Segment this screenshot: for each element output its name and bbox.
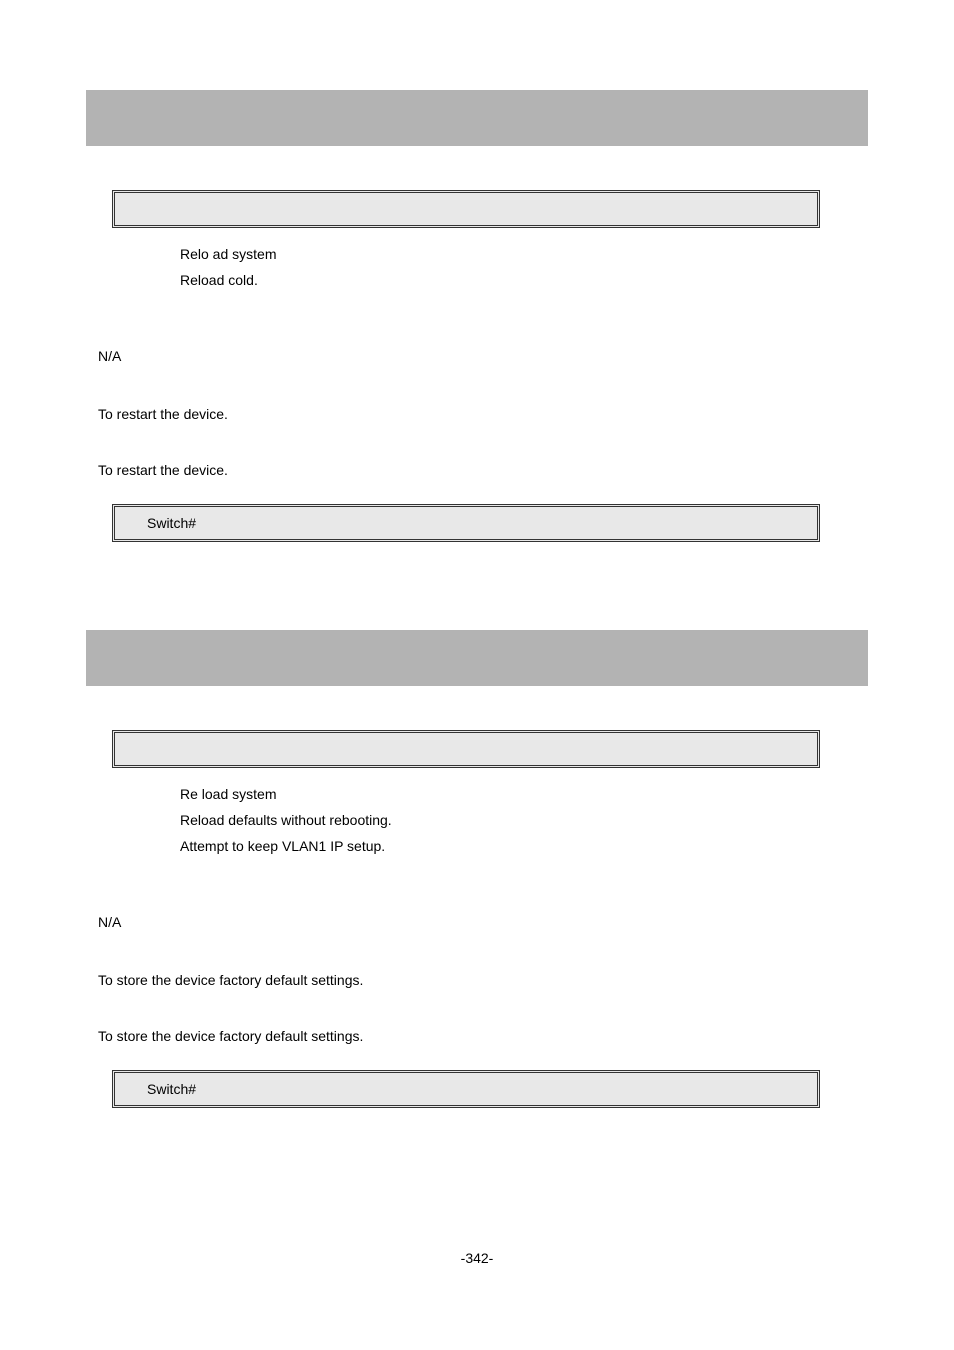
desc-4: To store the device factory default sett… [98, 1028, 856, 1044]
syntax-line-2: Reload cold. [98, 272, 856, 288]
na-text-1: N/A [98, 348, 856, 364]
section-banner-1 [86, 90, 868, 146]
na-text-2: N/A [98, 914, 856, 930]
desc-2: To restart the device. [98, 462, 856, 478]
page-number: -342- [0, 1250, 954, 1266]
desc-1: To restart the device. [98, 406, 856, 422]
syntax-box-1 [112, 190, 820, 228]
section-banner-2 [86, 630, 868, 686]
syntax-line-3: Re load system [98, 786, 856, 802]
example-box-1: Switch# [112, 504, 820, 542]
syntax-line-4: Reload defaults without rebooting. [98, 812, 856, 828]
syntax-line-5: Attempt to keep VLAN1 IP setup. [98, 838, 856, 854]
syntax-box-2 [112, 730, 820, 768]
syntax-line-1: Relo ad system [98, 246, 856, 262]
desc-3: To store the device factory default sett… [98, 972, 856, 988]
example-box-2: Switch# [112, 1070, 820, 1108]
example-prompt-2: Switch# [147, 1081, 196, 1097]
example-prompt-1: Switch# [147, 515, 196, 531]
